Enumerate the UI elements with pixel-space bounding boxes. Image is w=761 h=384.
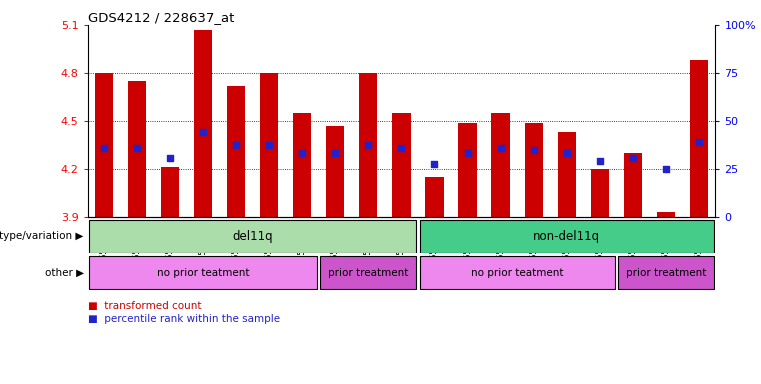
Bar [419,220,714,253]
Bar [393,113,410,217]
Text: prior treatment: prior treatment [328,268,409,278]
Bar [419,256,615,289]
Bar [227,86,245,217]
Text: del11q: del11q [232,230,273,243]
Point [230,142,242,148]
Point [461,150,473,156]
Point [527,147,540,153]
Bar [89,256,317,289]
Point [594,158,606,164]
Point [396,145,408,151]
Bar [260,73,279,217]
Bar [524,122,543,217]
Text: no prior teatment: no prior teatment [157,268,250,278]
Bar [320,256,416,289]
Bar [624,153,642,217]
Point [362,142,374,148]
Point [197,129,209,135]
Point [164,155,177,161]
Point [660,166,672,172]
Bar [591,169,609,217]
Bar [492,113,510,217]
Bar [89,220,416,253]
Point [296,150,308,156]
Bar [293,113,311,217]
Text: other ▶: other ▶ [45,268,84,278]
Bar [161,167,179,217]
Bar [458,122,476,217]
Bar [689,60,708,217]
Text: genotype/variation ▶: genotype/variation ▶ [0,231,84,241]
Point [428,161,441,167]
Text: non-del11q: non-del11q [533,230,600,243]
Bar [657,212,675,217]
Text: ■  percentile rank within the sample: ■ percentile rank within the sample [88,314,279,324]
Text: prior treatment: prior treatment [626,268,706,278]
Point [495,145,507,151]
Bar [194,30,212,217]
Bar [128,81,146,217]
Point [131,145,143,151]
Point [626,155,638,161]
Text: GDS4212 / 228637_at: GDS4212 / 228637_at [88,11,234,24]
Bar [359,73,377,217]
Bar [558,132,576,217]
Point [693,139,705,145]
Point [98,145,110,151]
Bar [95,73,113,217]
Point [263,142,275,148]
Bar [618,256,714,289]
Bar [326,126,345,217]
Point [561,150,573,156]
Point [330,150,342,156]
Bar [425,177,444,217]
Text: ■  transformed count: ■ transformed count [88,301,201,311]
Text: no prior teatment: no prior teatment [471,268,563,278]
